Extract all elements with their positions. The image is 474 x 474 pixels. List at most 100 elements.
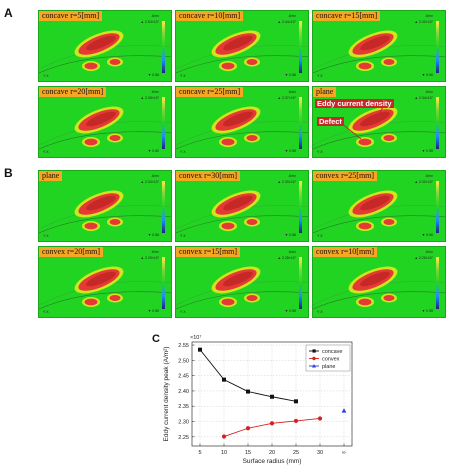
data-point-convex [221, 434, 227, 439]
svg-text:Y X: Y X [43, 234, 49, 238]
panel-unit: A/m² [288, 90, 296, 94]
simulation-panel: Y X convex r=10[mm] A/m² ▲ 2.25×10⁷ ▼ 0.… [312, 246, 446, 318]
svg-text:Y X: Y X [43, 150, 49, 154]
simulation-panel: Y X convex r=25[mm] A/m² ▲ 2.30×10⁷ ▼ 0.… [312, 170, 446, 242]
colorbar-max: ▲ 2.34×10⁷ [414, 96, 433, 100]
colorbar-min: ▼ 0.55 [421, 309, 433, 313]
simulation-panel: Y X convex r=15[mm] A/m² ▲ 2.28×10⁷ ▼ 0.… [175, 246, 309, 318]
legend-label-plane: plane [322, 364, 335, 370]
panel-label: convex r=20[mm] [39, 247, 104, 257]
colorbar [162, 97, 165, 149]
legend-label-convex: convex [322, 357, 340, 363]
simulation-panel: Y X concave r=5[mm] A/m² ▲ 2.54×10⁷ ▼ 0.… [38, 10, 172, 82]
colorbar-min: ▼ 0.56 [421, 73, 433, 77]
eddy-current-peak-chart: C ×10⁷ 2.25 2.30 2.35 2.40 2.45 2.50 2.55 5 10 15 20… [152, 333, 353, 465]
colorbar [436, 21, 439, 73]
simulation-panel: Y X plane A/m² ▲ 2.34×10⁷ ▼ 0.55 Eddy cu… [312, 86, 446, 158]
colorbar-min: ▼ 0.56 [147, 73, 159, 77]
data-point-concave [246, 389, 250, 394]
svg-text:Y X: Y X [180, 234, 186, 238]
colorbar-max: ▲ 2.40×10⁷ [414, 20, 433, 24]
x-tick-label: 5 [198, 450, 201, 456]
panel-unit: A/m² [151, 14, 159, 18]
data-point-convex [293, 418, 299, 424]
x-tick-label: 30 [317, 450, 323, 456]
x-axis-label: Surface radius (mm) [243, 458, 302, 465]
panel-unit: A/m² [288, 250, 296, 254]
y-tick-label: 2.35 [178, 404, 189, 410]
legend-marker-concave [312, 349, 316, 353]
simulation-panel: Y X concave r=25[mm] A/m² ▲ 2.37×10⁷ ▼ 0… [175, 86, 309, 158]
panel-label: concave r=20[mm] [39, 87, 107, 97]
legend-label-concave: concave [322, 349, 343, 355]
colorbar [299, 97, 302, 149]
svg-text:Y X: Y X [317, 234, 323, 238]
colorbar-min: ▼ 0.56 [147, 233, 159, 237]
colorbar [162, 257, 165, 309]
colorbar-max: ▲ 2.29×10⁷ [140, 256, 159, 260]
panel-unit: A/m² [151, 250, 159, 254]
colorbar [162, 181, 165, 233]
panel-label: convex r=30[mm] [176, 171, 241, 181]
colorbar-min: ▼ 0.55 [147, 309, 159, 313]
y-axis-label: Eddy current density peak (A/m²) [163, 346, 170, 441]
y-tick-label: 2.30 [178, 420, 189, 426]
colorbar [436, 181, 439, 233]
colorbar-max: ▲ 2.37×10⁷ [277, 96, 296, 100]
data-point-plane [341, 408, 347, 413]
colorbar-min: ▼ 0.56 [284, 233, 296, 237]
x-tick-label: 10 [221, 450, 227, 456]
legend-marker-convex [312, 356, 316, 361]
colorbar-min: ▼ 0.56 [284, 73, 296, 77]
panel-label: convex r=10[mm] [313, 247, 378, 257]
colorbar-max: ▲ 2.25×10⁷ [414, 256, 433, 260]
eddy-current-annotation: Eddy current density [315, 99, 394, 108]
panel-label: concave r=25[mm] [176, 87, 244, 97]
x-tick-label: 15 [245, 450, 251, 456]
panel-label: plane [313, 87, 337, 97]
panel-label: concave r=15[mm] [313, 11, 381, 21]
colorbar-max: ▲ 2.30×10⁷ [414, 180, 433, 184]
y-tick-label: 2.55 [178, 343, 189, 349]
colorbar [162, 21, 165, 73]
legend-marker-plane [312, 364, 316, 368]
colorbar-min: ▼ 0.60 [147, 149, 159, 153]
simulation-panel: Y X convex r=20[mm] A/m² ▲ 2.29×10⁷ ▼ 0.… [38, 246, 172, 318]
panel-label: concave r=10[mm] [176, 11, 244, 21]
svg-text:Y X: Y X [43, 310, 49, 314]
defect-annotation: Defect [317, 117, 344, 126]
panel-unit: A/m² [151, 174, 159, 178]
section-c-letter: C [152, 333, 160, 345]
svg-text:Y X: Y X [180, 310, 186, 314]
data-point-convex [245, 426, 251, 431]
section-b-letter: B [4, 166, 13, 180]
colorbar [299, 181, 302, 233]
svg-text:Y X: Y X [317, 74, 323, 78]
colorbar-max: ▲ 2.30×10⁷ [277, 180, 296, 184]
panel-label: convex r=15[mm] [176, 247, 241, 257]
data-point-concave [270, 394, 274, 399]
simulation-panel: Y X convex r=30[mm] A/m² ▲ 2.30×10⁷ ▼ 0.… [175, 170, 309, 242]
colorbar [436, 97, 439, 149]
panel-unit: A/m² [425, 174, 433, 178]
colorbar-max: ▲ 2.44×10⁷ [277, 20, 296, 24]
colorbar-min: ▼ 0.55 [284, 309, 296, 313]
svg-text:Y X: Y X [180, 74, 186, 78]
data-point-convex [317, 416, 323, 421]
data-point-concave [294, 399, 298, 404]
panel-unit: A/m² [288, 174, 296, 178]
data-point-concave [198, 347, 202, 352]
y-tick-label: 2.45 [178, 374, 189, 380]
panel-unit: A/m² [425, 90, 433, 94]
svg-text:Y X: Y X [43, 74, 49, 78]
y-multiplier-label: ×10⁷ [190, 334, 201, 341]
x-tick-label: 20 [269, 450, 275, 456]
colorbar-max: ▲ 2.28×10⁷ [277, 256, 296, 260]
svg-text:Y X: Y X [180, 150, 186, 154]
colorbar-min: ▼ 0.56 [421, 233, 433, 237]
x-tick-label: ∞ [342, 450, 346, 456]
colorbar [436, 257, 439, 309]
colorbar-min: ▼ 0.55 [421, 149, 433, 153]
colorbar-max: ▲ 2.54×10⁷ [140, 20, 159, 24]
simulation-panel: Y X concave r=15[mm] A/m² ▲ 2.40×10⁷ ▼ 0… [312, 10, 446, 82]
